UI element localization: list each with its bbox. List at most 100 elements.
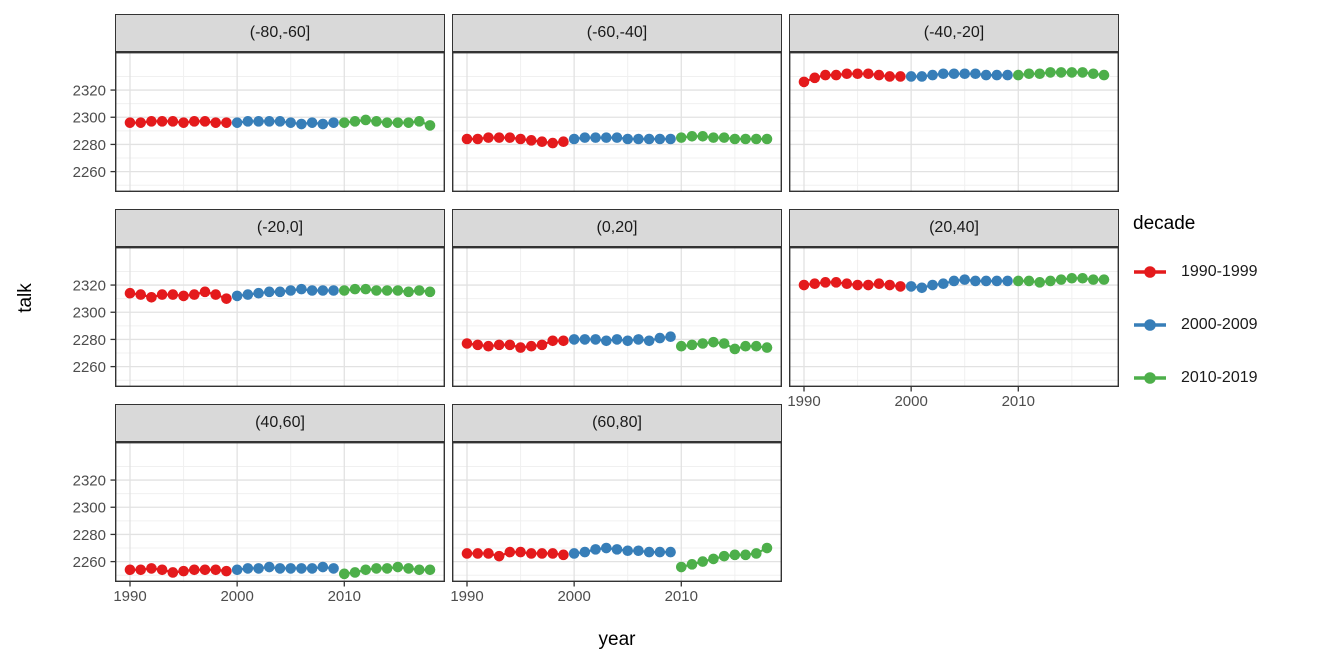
series-1990-1999 [798, 277, 906, 292]
y-tick-label: 2320 [73, 278, 106, 295]
data-point [980, 275, 992, 287]
panel-border [451, 441, 783, 583]
x-tick-label: 2000 [894, 393, 927, 410]
facet-strip: (-20,0] [115, 209, 445, 247]
data-point [424, 564, 436, 576]
data-point [905, 71, 917, 82]
y-tick-label: 2280 [73, 527, 106, 544]
facet-label: (20,40] [929, 219, 979, 236]
data-point [708, 132, 719, 143]
legend-entry: 2010-2019 [1133, 367, 1258, 389]
data-point [916, 282, 928, 294]
data-point [959, 68, 971, 80]
x-tick-label: 1990 [787, 393, 820, 410]
data-point [643, 133, 655, 145]
data-point [820, 69, 831, 81]
series-2010-2019 [675, 336, 773, 355]
data-point [493, 550, 505, 562]
data-point [1087, 68, 1099, 80]
data-point [665, 546, 676, 558]
data-point [536, 548, 548, 559]
data-point [263, 561, 275, 573]
data-point [231, 117, 243, 128]
data-point [188, 564, 200, 576]
series-line [128, 120, 228, 124]
series-1990-1999 [798, 68, 906, 88]
data-point [188, 116, 200, 127]
x-tick-label: 2010 [1002, 393, 1035, 410]
facet-strip: (0,20] [452, 209, 782, 247]
facet-strip: (60,80] [452, 404, 782, 442]
facet-label: (-80,-60] [249, 24, 311, 41]
data-point [317, 285, 329, 296]
x-tick-label: 2010 [665, 588, 698, 605]
data-point [253, 287, 264, 299]
data-point [590, 132, 601, 143]
facet-strip: (-60,-40] [452, 14, 782, 52]
data-point [970, 275, 981, 287]
legend-entry: 1990-1999 [1133, 261, 1258, 283]
data-point [167, 289, 179, 300]
facet-panel: (-80,-60] 2320 2300 2280 2260 [73, 14, 446, 193]
series-2000-2009 [568, 132, 676, 145]
data-point [156, 116, 168, 127]
data-point [937, 68, 949, 80]
legend-entry-label: 1990-1999 [1181, 263, 1258, 280]
series-2010-2019 [1012, 67, 1110, 81]
data-point [729, 549, 741, 561]
data-point [231, 564, 243, 576]
series-2010-2019 [1012, 272, 1110, 288]
data-point [558, 335, 569, 347]
data-point [221, 565, 232, 577]
data-point [381, 117, 393, 128]
data-point [360, 564, 372, 576]
data-point [413, 285, 425, 296]
data-point [809, 278, 821, 289]
data-point [1055, 67, 1067, 78]
data-point [306, 117, 318, 128]
data-point [483, 340, 494, 352]
data-point [525, 135, 537, 146]
y-tick-label: 2260 [73, 164, 106, 181]
facet-strip: (-80,-60] [115, 14, 445, 52]
data-point [296, 563, 307, 574]
facet-label: (60,80] [592, 414, 642, 431]
series-2000-2009 [231, 116, 339, 130]
data-point [504, 546, 516, 558]
data-point [392, 561, 404, 573]
facet-strip: (20,40] [789, 209, 1119, 247]
data-point [221, 117, 232, 128]
data-point [686, 339, 698, 351]
y-tick-label: 2280 [73, 137, 106, 154]
data-point [536, 136, 548, 148]
data-point [360, 114, 372, 126]
series-1990-1999 [124, 116, 232, 128]
data-point [718, 338, 730, 349]
facet-panel: (0,20] [451, 209, 783, 388]
facet-panel: (-60,-40] [451, 14, 783, 193]
data-point [1012, 275, 1024, 287]
data-point [178, 117, 189, 128]
data-point [633, 334, 644, 345]
data-point [210, 289, 222, 300]
x-tick-label: 2010 [328, 588, 361, 605]
data-point [622, 133, 634, 145]
data-point [654, 546, 666, 558]
data-point [328, 117, 339, 128]
x-tick-label: 1990 [450, 588, 483, 605]
series-1990-1999 [461, 132, 569, 149]
data-point [1098, 274, 1110, 285]
series-line [128, 290, 228, 300]
series-2000-2009 [568, 542, 676, 559]
data-point [1066, 67, 1078, 78]
data-point [622, 545, 634, 557]
data-point [590, 544, 601, 555]
data-point [905, 281, 917, 292]
data-point [862, 68, 874, 80]
data-point [413, 116, 425, 127]
series-2000-2009 [568, 331, 676, 347]
series-2010-2019 [675, 542, 773, 573]
data-point [124, 117, 136, 128]
data-point [381, 563, 393, 574]
y-tick-label: 2300 [73, 305, 106, 322]
